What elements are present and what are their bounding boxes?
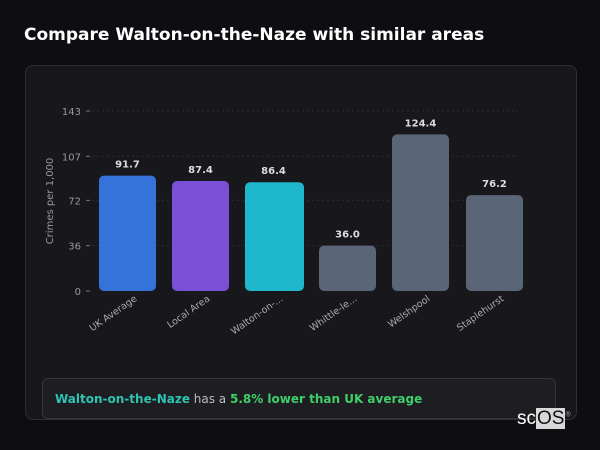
bar (172, 180, 229, 291)
bar (319, 245, 376, 291)
summary-box: Walton-on-the-Naze has a 5.8% lower than… (42, 378, 556, 419)
x-tick-label: Welshpool (386, 293, 432, 330)
bar-value-label: 124.4 (405, 118, 437, 129)
bar-value-label: 76.2 (482, 179, 507, 190)
page-title: Compare Walton-on-the-Naze with similar … (24, 25, 485, 45)
bar-value-label: 87.4 (188, 165, 213, 176)
x-tick-label: Staplehurst (455, 293, 506, 334)
bar (466, 195, 523, 291)
x-tick-label: UK Average (88, 293, 140, 334)
y-tick-label: 143 (62, 107, 81, 118)
summary-highlight: 5.8% lower than UK average (229, 392, 423, 406)
y-tick-label: 0 (75, 287, 81, 298)
x-tick-label: Local Area (165, 293, 212, 330)
bar (392, 134, 449, 291)
y-tick-label: 36 (68, 242, 81, 253)
y-tick-label: 72 (68, 196, 81, 207)
bar-value-label: 91.7 (115, 160, 140, 171)
scos-logo: scOS® (517, 408, 571, 429)
bar-value-label: 36.0 (335, 230, 360, 241)
x-tick-label: Walton-on-... (229, 293, 285, 337)
bar-value-label: 86.4 (261, 166, 286, 177)
summary-area: Walton-on-the-Naze (55, 392, 190, 406)
y-axis-label: Crimes per 1,000 (45, 158, 56, 245)
y-tick-label: 107 (62, 152, 81, 163)
bar (99, 175, 156, 291)
x-tick-label: Whittle-le... (308, 293, 359, 334)
summary-middle: has a (189, 392, 230, 406)
bar (245, 182, 304, 291)
